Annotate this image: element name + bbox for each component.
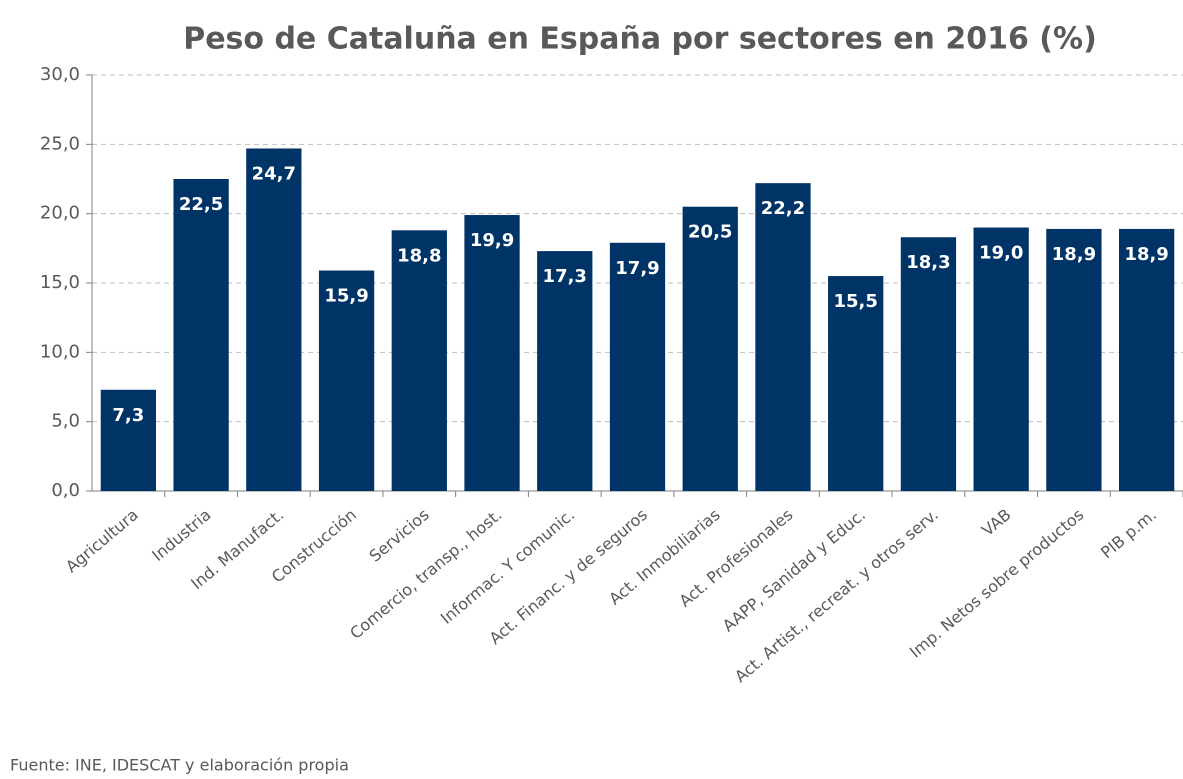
bar <box>391 230 447 491</box>
x-tick-label: Comercio, transp., host. <box>346 505 505 643</box>
bar <box>755 183 811 491</box>
y-tick-label: 15,0 <box>40 272 80 293</box>
bar <box>682 206 738 491</box>
y-tick-label: 10,0 <box>40 341 80 362</box>
bar <box>318 270 375 491</box>
x-tick-label: Agricultura <box>62 505 142 576</box>
value-label: 22,5 <box>179 194 223 215</box>
value-label: 24,7 <box>252 163 296 184</box>
x-tick-label: Informac. Y comunic. <box>437 505 578 628</box>
value-label: 17,3 <box>543 266 587 287</box>
bar <box>900 237 957 491</box>
value-label: 18,9 <box>1124 244 1168 265</box>
value-label: 7,3 <box>112 405 144 426</box>
value-label: 22,2 <box>761 198 805 219</box>
x-tick-label: Industria <box>148 505 214 565</box>
y-tick-label: 5,0 <box>51 411 80 432</box>
bar <box>464 215 520 491</box>
value-label: 17,9 <box>615 258 659 279</box>
bar <box>973 227 1029 492</box>
bar <box>537 251 593 491</box>
value-label: 19,9 <box>470 230 514 251</box>
x-tick-label: AAPP, Sanidad y Educ. <box>719 505 869 636</box>
x-tick-label: PIB p.m. <box>1097 505 1160 562</box>
value-label: 15,5 <box>833 291 877 312</box>
x-tick-label: Servicios <box>366 505 433 566</box>
value-label: 18,3 <box>906 252 950 273</box>
bar <box>828 276 884 491</box>
bar <box>1046 228 1102 492</box>
value-label: 18,9 <box>1052 244 1096 265</box>
x-tick-label: VAB <box>978 505 1015 540</box>
bar <box>1118 228 1175 492</box>
y-tick-label: 25,0 <box>40 133 80 154</box>
value-label: 18,8 <box>397 245 441 266</box>
bar <box>173 179 229 491</box>
value-label: 15,9 <box>324 286 368 307</box>
bar <box>609 242 666 491</box>
bar <box>100 389 157 491</box>
source-note: Fuente: INE, IDESCAT y elaboración propi… <box>10 756 349 775</box>
y-tick-label: 20,0 <box>40 203 80 224</box>
y-tick-label: 30,0 <box>40 64 80 85</box>
chart-title: Peso de Cataluña en España por sectores … <box>183 22 1097 57</box>
value-label: 20,5 <box>688 222 732 243</box>
bar <box>246 148 302 491</box>
value-label: 19,0 <box>979 243 1023 264</box>
y-tick-label: 0,0 <box>51 480 80 501</box>
